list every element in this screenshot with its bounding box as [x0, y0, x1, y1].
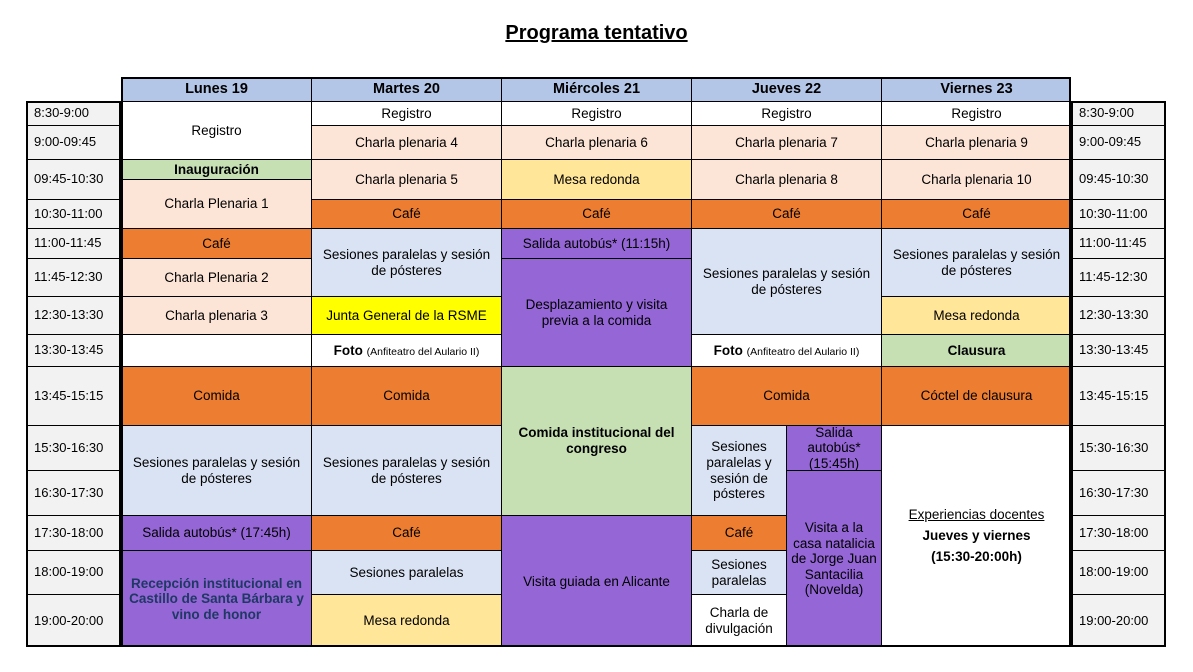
time-slot-right: 8:30-9:00	[1071, 101, 1166, 125]
time-slot-right: 16:30-17:30	[1071, 470, 1166, 515]
schedule-cell: Junta General de la RSME	[311, 296, 501, 334]
schedule-cell: Comida	[311, 366, 501, 425]
schedule-cell: Sesiones paralelas	[691, 550, 786, 594]
schedule-cell: Mesa redonda	[311, 594, 501, 647]
schedule-cell: Charla plenaria 5	[311, 159, 501, 199]
time-slot-left: 9:00-09:45	[26, 125, 121, 159]
time-slot-right: 15:30-16:30	[1071, 425, 1166, 470]
time-slot-left: 17:30-18:00	[26, 515, 121, 550]
schedule-cell: Visita guiada en Alicante	[501, 515, 691, 647]
schedule-cell: Charla plenaria 4	[311, 125, 501, 159]
schedule-cell: Charla Plenaria 2	[121, 258, 311, 296]
page-title: Programa tentativo	[505, 22, 688, 44]
schedule-cell: Charla plenaria 6	[501, 125, 691, 159]
time-slot-left: 10:30-11:00	[26, 199, 121, 228]
schedule-cell: Charla Plenaria 1	[121, 179, 311, 228]
day-header: Lunes 19	[121, 77, 311, 101]
schedule-cell: Sesiones paralelas y sesión de pósteres	[121, 425, 311, 515]
schedule-cell: Registro	[501, 101, 691, 125]
schedule-cell-part: (Anfiteatro del Aulario II)	[366, 345, 480, 358]
schedule-cell: Café	[881, 199, 1071, 228]
schedule-cell: Café	[691, 515, 786, 550]
time-slot-right: 12:30-13:30	[1071, 296, 1166, 334]
time-slot-right: 9:00-09:45	[1071, 125, 1166, 159]
time-slot-right: 11:00-11:45	[1071, 228, 1166, 258]
schedule-cell: Foto (Anfiteatro del Aulario II)	[311, 334, 501, 366]
schedule-cell: Charla plenaria 10	[881, 159, 1071, 199]
schedule-cell: Café	[311, 515, 501, 550]
time-slot-right: 09:45-10:30	[1071, 159, 1166, 199]
schedule-table: Lunes 19 Martes 20 Miércoles 21 Jueves 22 Vi…	[26, 77, 1166, 647]
schedule-cell: Café	[501, 199, 691, 228]
time-slot-left: 09:45-10:30	[26, 159, 121, 199]
schedule-cell: Registro	[311, 101, 501, 125]
schedule-cell: Sesiones paralelas y sesión de pósteres	[691, 425, 786, 515]
time-slot-left: 18:00-19:00	[26, 550, 121, 594]
time-slot-left: 8:30-9:00	[26, 101, 121, 125]
schedule-cell-line: (15:30-20:00h)	[931, 548, 1022, 564]
time-slot-right: 11:45-12:30	[1071, 258, 1166, 296]
schedule-grid: Lunes 19 Martes 20 Miércoles 21 Jueves 22 Vi…	[26, 77, 1166, 647]
schedule-cell-part: Foto	[333, 342, 367, 358]
schedule-cell: Clausura	[881, 334, 1071, 366]
schedule-cell: Charla plenaria 8	[691, 159, 881, 199]
schedule-cell: Charla plenaria 9	[881, 125, 1071, 159]
schedule-cell: Registro	[691, 101, 881, 125]
schedule-cell: Comida institucional del congreso	[501, 366, 691, 515]
time-slot-right: 17:30-18:00	[1071, 515, 1166, 550]
schedule-cell: Registro	[121, 101, 311, 159]
schedule-cell: Registro	[881, 101, 1071, 125]
schedule-cell: Charla de divulgación	[691, 594, 786, 647]
time-slot-left: 16:30-17:30	[26, 470, 121, 515]
day-header: Viernes 23	[881, 77, 1071, 101]
time-slot-left: 13:30-13:45	[26, 334, 121, 366]
schedule-cell: Comida	[691, 366, 881, 425]
schedule-cell-part: (Anfiteatro del Aulario II)	[746, 345, 860, 358]
schedule-cell-part: Foto	[713, 342, 747, 358]
schedule-cell: Mesa redonda	[501, 159, 691, 199]
schedule-cell: Desplazamiento y visita previa a la comi…	[501, 258, 691, 366]
schedule-cell-line: Jueves y viernes	[922, 528, 1031, 544]
schedule-cell-text: Foto (Anfiteatro del Aulario II)	[334, 343, 480, 359]
schedule-cell: Café	[691, 199, 881, 228]
time-slot-left: 13:45-15:15	[26, 366, 121, 425]
schedule-cell: Mesa redonda	[881, 296, 1071, 334]
schedule-cell-line: Experiencias docentes	[908, 507, 1045, 523]
schedule-cell: Cóctel de clausura	[881, 366, 1071, 425]
schedule-cell-text: Foto (Anfiteatro del Aulario II)	[714, 343, 860, 359]
schedule-cell: Salida autobús* (17:45h)	[121, 515, 311, 550]
time-slot-left: 12:30-13:30	[26, 296, 121, 334]
schedule-cell: Experiencias docentes Jueves y viernes (15…	[881, 425, 1071, 647]
schedule-cell: Café	[121, 228, 311, 258]
schedule-cell: Salida autobús* (15:45h)	[786, 425, 881, 470]
schedule-cell: Charla plenaria 7	[691, 125, 881, 159]
schedule-cell: Charla plenaria 3	[121, 296, 311, 334]
time-slot-left: 19:00-20:00	[26, 594, 121, 647]
schedule-cell: Salida autobús* (11:15h)	[501, 228, 691, 258]
schedule-cell: Sesiones paralelas y sesión de pósteres	[881, 228, 1071, 296]
time-slot-right: 19:00-20:00	[1071, 594, 1166, 647]
time-slot-left: 11:45-12:30	[26, 258, 121, 296]
schedule-cell: Inauguración	[121, 159, 311, 179]
schedule-cell: Café	[311, 199, 501, 228]
day-header: Jueves 22	[691, 77, 881, 101]
schedule-cell	[121, 334, 311, 366]
schedule-cell: Foto (Anfiteatro del Aulario II)	[691, 334, 881, 366]
time-slot-right: 13:30-13:45	[1071, 334, 1166, 366]
time-slot-left: 15:30-16:30	[26, 425, 121, 470]
schedule-cell: Sesiones paralelas	[311, 550, 501, 594]
time-slot-right: 18:00-19:00	[1071, 550, 1166, 594]
schedule-cell: Sesiones paralelas y sesión de pósteres	[311, 425, 501, 515]
schedule-cell: Comida	[121, 366, 311, 425]
day-header: Martes 20	[311, 77, 501, 101]
time-slot-right: 10:30-11:00	[1071, 199, 1166, 228]
schedule-cell: Recepción institucional en Castillo de S…	[121, 550, 311, 647]
schedule-cell: Visita a la casa natalicia de Jorge Juan…	[786, 470, 881, 647]
time-slot-left: 11:00-11:45	[26, 228, 121, 258]
schedule-cell: Sesiones paralelas y sesión de pósteres	[311, 228, 501, 296]
time-slot-right: 13:45-15:15	[1071, 366, 1166, 425]
day-header: Miércoles 21	[501, 77, 691, 101]
schedule-cell: Sesiones paralelas y sesión de pósteres	[691, 228, 881, 334]
